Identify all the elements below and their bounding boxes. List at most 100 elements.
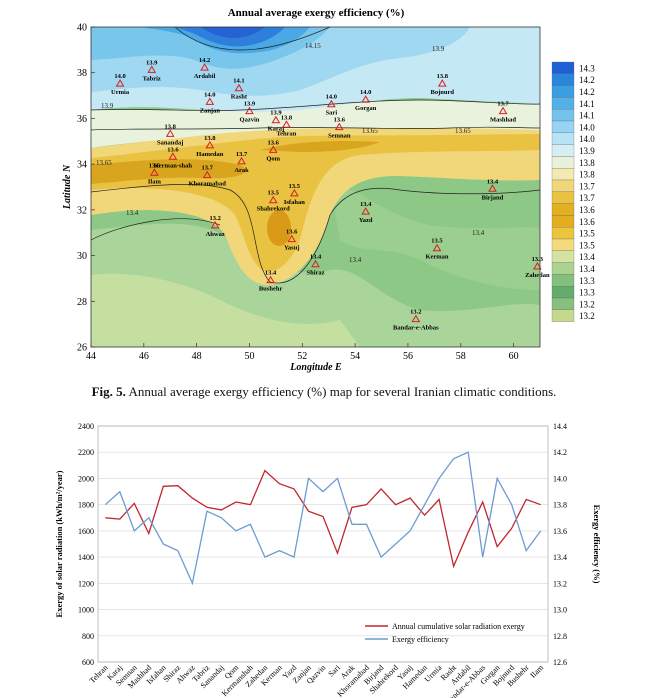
map-y-tick-label: 38 xyxy=(77,68,87,79)
colorbar-label: 14.0 xyxy=(579,134,595,144)
left-axis-tick-label: 2000 xyxy=(78,474,94,483)
map-y-tick-label: 40 xyxy=(77,23,87,34)
city-name: Birjand xyxy=(482,194,504,201)
colorbar-label: 13.2 xyxy=(579,299,595,309)
category-labels: TehranKarajSemnanMashhadIsfahanShirazAhw… xyxy=(88,663,546,698)
colorbar-label: 14.0 xyxy=(579,122,595,132)
city-name: Ardabil xyxy=(194,73,216,80)
city-value: 13.4 xyxy=(360,201,372,208)
city-name: Bandar-e-Abbas xyxy=(393,325,439,332)
map-y-tick-label: 34 xyxy=(77,160,87,171)
colorbar-label: 14.3 xyxy=(579,63,595,73)
city-marker-icon xyxy=(237,156,246,165)
right-axis-tick-label: 13.0 xyxy=(553,606,567,615)
right-axis-tick-label: 13.2 xyxy=(553,579,567,588)
city-value: 13.5 xyxy=(268,190,280,197)
left-axis-label: Exergy of solar radiation (kWh/m²/year) xyxy=(54,470,64,617)
city-name: Yazd xyxy=(359,217,373,224)
contour-label: 13.4 xyxy=(126,209,139,217)
city-name: Urmia xyxy=(111,89,130,96)
left-axis-tick-label: 1800 xyxy=(78,501,94,510)
right-axis-tick-label: 14.0 xyxy=(553,474,567,483)
city-value: 13.4 xyxy=(265,270,277,277)
colorbar-label: 13.6 xyxy=(579,217,595,227)
line-chart-frame xyxy=(97,425,549,663)
city-value: 13.6 xyxy=(268,139,280,146)
map-x-tick-label: 52 xyxy=(297,351,307,362)
colorbar-label: 13.3 xyxy=(579,276,595,286)
figure-caption-label: Fig. 5. xyxy=(91,384,126,399)
contour-lines xyxy=(91,27,540,284)
colorbar-swatch xyxy=(551,203,575,216)
city-value: 13.6 xyxy=(286,229,298,236)
colorbar-swatch xyxy=(551,286,575,299)
figure-caption: Fig. 5. Annual average exergy efficiency… xyxy=(0,384,648,400)
contour-label: 13.9 xyxy=(101,102,114,110)
city-marker-icon xyxy=(266,275,275,284)
city-name: Rasht xyxy=(231,94,248,101)
colorbar-swatch xyxy=(551,238,575,251)
contour-labels: 13.9 14.15 13.9 13.65 13.65 13.65 13.4 1… xyxy=(96,42,485,264)
map-frame xyxy=(90,26,541,348)
city-value: 13.3 xyxy=(532,256,544,263)
city-marker-icon xyxy=(202,170,212,179)
city-marker-icon xyxy=(361,95,371,103)
city-marker-icon xyxy=(437,79,447,87)
colorbar-label: 13.2 xyxy=(579,311,595,321)
legend-entry: Exergy efficiency xyxy=(392,635,449,644)
contour-label: 13.4 xyxy=(472,229,485,237)
city-value: 13.4 xyxy=(310,254,322,261)
city-name: Zanjan xyxy=(200,107,221,114)
city-marker-icon xyxy=(287,234,297,243)
city-marker-icon xyxy=(234,83,244,92)
city-marker-icon xyxy=(115,79,125,87)
colorbar-label: 13.8 xyxy=(579,158,595,168)
right-axis-tick-label: 12.8 xyxy=(553,632,567,641)
city-marker-icon xyxy=(488,184,497,192)
city-marker-icon xyxy=(411,314,421,323)
city-value: 13.8 xyxy=(437,73,449,80)
colorbar-label: 13.3 xyxy=(579,288,595,298)
left-axis-tick-label: 1000 xyxy=(78,606,94,615)
city-value: 13.8 xyxy=(281,114,293,121)
city-value: 14.0 xyxy=(326,94,337,101)
right-axis-ticks: 12.6 12.8 13.0 13.2 13.4 13.6 13.8 14.0 14.2 14.4 xyxy=(553,422,567,667)
city-marker-icon xyxy=(498,106,508,115)
city-marker-icon xyxy=(150,168,159,176)
city-marker-icon xyxy=(361,207,371,215)
city-marker-icon xyxy=(205,97,215,105)
contour-label: 13.65 xyxy=(96,159,112,167)
figure-caption-text: Annual average exergy efficiency (%) map… xyxy=(128,384,557,399)
colorbar-label: 14.2 xyxy=(579,87,595,97)
right-axis-label: Exergy efficiency (%) xyxy=(592,505,602,584)
city-name: Ilam xyxy=(148,178,162,185)
colorbar-swatch xyxy=(551,297,575,310)
city-name: Mashhad xyxy=(490,117,516,124)
city-marker-icon xyxy=(432,243,442,252)
colorbar-swatch xyxy=(551,179,575,192)
city-value: 14.1 xyxy=(233,78,244,85)
city-marker-icon xyxy=(311,259,320,268)
category-label: Ilam xyxy=(528,663,545,680)
colorbar: 14.314.214.214.114.114.014.013.913.813.8… xyxy=(551,61,595,322)
city-marker-icon xyxy=(200,63,209,71)
exergy-line-chart: 600 800 1000 1200 1400 1600 1800 2000 2200 2400 1… xyxy=(54,422,602,698)
colorbar-label: 14.1 xyxy=(579,111,595,121)
map-x-tick-label: 48 xyxy=(192,351,202,362)
city-value: 13.7 xyxy=(497,101,509,108)
city-value: 14.2 xyxy=(199,57,210,64)
contour-label: 13.65 xyxy=(455,127,471,135)
colorbar-label: 13.9 xyxy=(579,146,595,156)
colorbar-swatch xyxy=(551,132,575,145)
city-marker-icon xyxy=(334,122,344,131)
city-value: 13.9 xyxy=(244,101,256,108)
city-value: 13.2 xyxy=(410,309,421,316)
left-axis-ticks: 600 800 1000 1200 1400 1600 1800 2000 2200 2400 xyxy=(78,422,94,667)
map-y-tick-label: 36 xyxy=(77,114,87,125)
city-name: Qazvin xyxy=(240,117,260,124)
city-name: Tehran xyxy=(276,130,296,137)
colorbar-swatch xyxy=(551,97,575,110)
left-axis-tick-label: 1600 xyxy=(78,527,94,536)
city-name: Shiraz xyxy=(306,270,324,277)
colorbar-label: 13.5 xyxy=(579,240,595,250)
